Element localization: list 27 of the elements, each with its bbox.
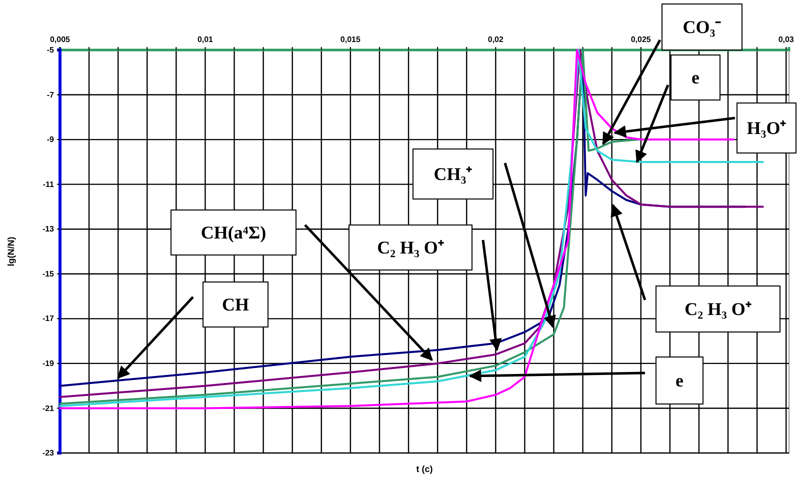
y-tick-label: -23 — [42, 448, 55, 458]
annotation: e — [692, 68, 700, 88]
annotation: C₂ H₃ O⁺ — [377, 238, 444, 258]
y-axis-title: lg(N/N) — [6, 236, 16, 266]
annotation: H₃O⁺ — [746, 118, 786, 138]
x-tick-label: 0,005 — [50, 35, 71, 44]
annotation: e — [676, 370, 684, 390]
annotation: CO₃⁻ — [682, 17, 722, 37]
x-tick-label: 0,025 — [630, 35, 652, 44]
annotation: CH(a⁴Σ) — [200, 222, 266, 242]
y-tick-label: -17 — [42, 314, 55, 324]
x-tick-label: 0,01 — [197, 35, 214, 44]
y-tick-label: -5 — [46, 46, 55, 55]
y-tick-label: -9 — [46, 135, 55, 144]
x-tick-label: 0,015 — [340, 35, 361, 44]
y-tick-label: -7 — [46, 90, 55, 100]
y-tick-label: -21 — [42, 404, 55, 413]
y-tick-label: -15 — [42, 269, 55, 278]
x-tick-label: 0,03 — [778, 35, 794, 44]
y-tick-label: -13 — [42, 224, 55, 234]
annotation: CH — [222, 294, 249, 314]
y-tick-label: -19 — [42, 359, 55, 368]
annotation: C₂ H₃ O⁺ — [684, 299, 752, 319]
x-tick-label: 0,02 — [488, 35, 504, 44]
annotation: CH₃⁺ — [434, 164, 472, 184]
x-axis-title: t (c) — [416, 464, 433, 474]
y-tick-label: -11 — [42, 180, 55, 189]
